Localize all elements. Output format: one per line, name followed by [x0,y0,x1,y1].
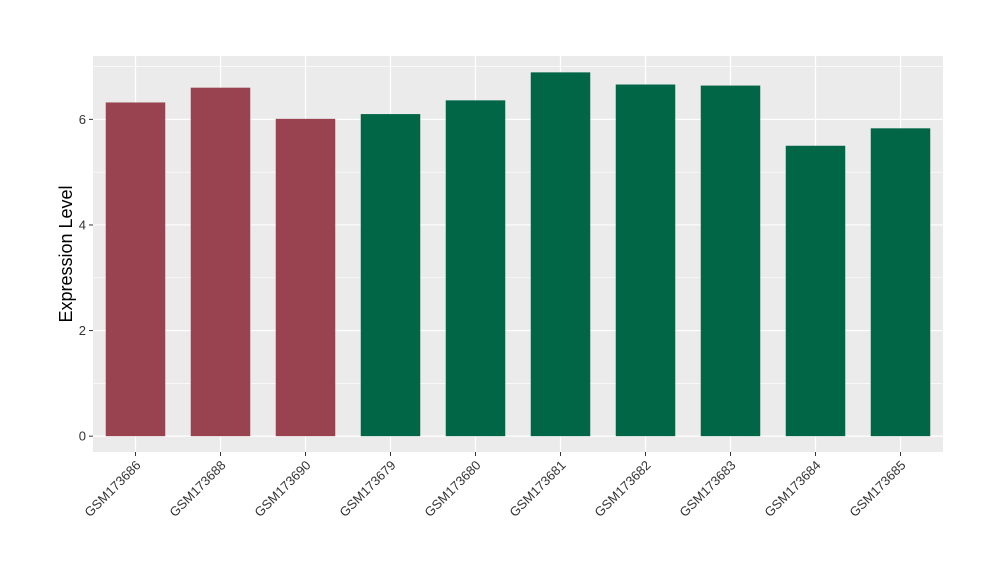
y-axis-title: Expression Level [56,185,76,322]
bar-GSM173683 [700,85,761,437]
x-tick-label: GSM173683 [676,458,738,520]
bar-GSM173688 [190,87,251,437]
y-tick-label: 2 [79,323,86,338]
bar-GSM173684 [785,145,846,437]
bar-GSM173685 [870,128,931,437]
bar-GSM173681 [530,72,591,437]
x-tick-label: GSM173679 [336,458,398,520]
x-tick-label: GSM173682 [591,458,653,520]
y-tick-label: 4 [79,217,86,232]
x-tick-label: GSM173686 [81,458,143,520]
x-axis: GSM173686 GSM173688 GSM173690 GSM173679 GSM1… [81,452,909,520]
x-tick-label: GSM173680 [421,458,483,520]
x-tick-label: GSM173690 [251,458,313,520]
x-tick-label: GSM173685 [846,458,908,520]
bar-GSM173679 [360,114,421,437]
y-axis: 0 2 4 6 [79,112,93,444]
bar-GSM173682 [615,84,676,437]
bars [105,72,931,437]
x-tick-label: GSM173688 [166,458,228,520]
x-tick-label: GSM173681 [506,458,568,520]
x-tick-label: GSM173684 [761,458,823,520]
y-tick-label: 6 [79,112,86,127]
bar-GSM173680 [445,100,506,437]
bar-GSM173686 [105,102,166,437]
y-tick-label: 0 [79,429,86,444]
bar-GSM173690 [275,118,336,437]
